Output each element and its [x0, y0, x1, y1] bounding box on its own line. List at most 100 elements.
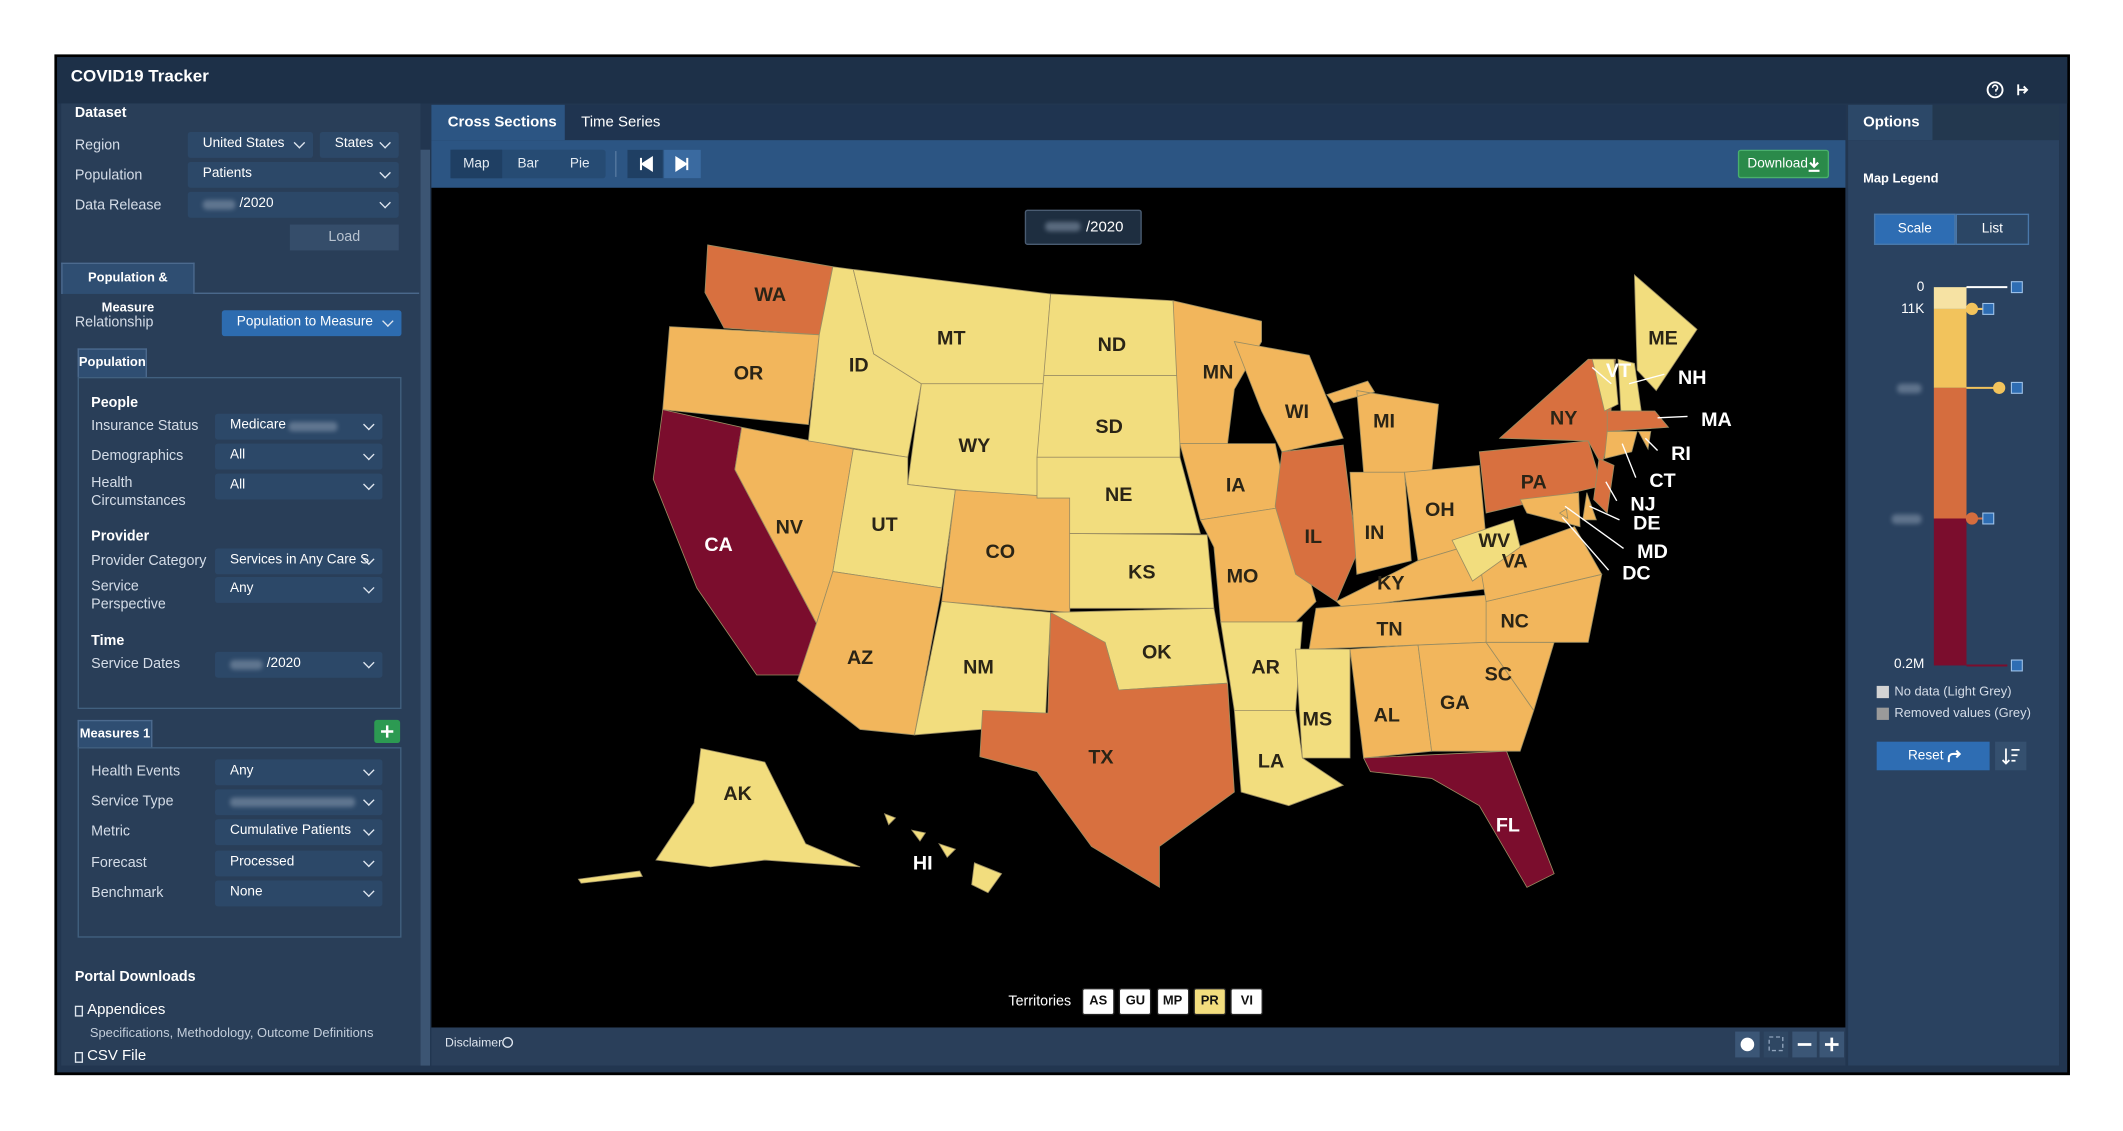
state[interactable] [1637, 430, 1652, 451]
state[interactable] [883, 813, 1003, 894]
legend-note: Removed values (Grey) [1894, 706, 2031, 722]
state[interactable] [1295, 648, 1351, 759]
field-label: Relationship [74, 314, 154, 331]
state-label: AZ [847, 647, 873, 669]
state-label: AK [723, 783, 752, 805]
select[interactable]: Processed [215, 850, 383, 877]
toggle-button[interactable]: Scale [1873, 213, 1956, 245]
state[interactable] [979, 611, 1235, 889]
center-tabs-bar [431, 104, 1846, 141]
select[interactable]: Cumulative Patients [215, 819, 383, 846]
field-label: Benchmark [91, 884, 164, 901]
view-button[interactable]: Map [450, 149, 503, 179]
state[interactable] [1349, 644, 1433, 759]
state[interactable] [1349, 471, 1412, 575]
control-icons[interactable] [1732, 1030, 1845, 1060]
center-tab[interactable]: Time Series [581, 114, 661, 131]
territory-button[interactable]: PR [1193, 988, 1227, 1016]
state[interactable] [1233, 709, 1345, 807]
section-title: Dataset [74, 104, 127, 122]
callout-line [1621, 443, 1637, 478]
state[interactable] [797, 571, 943, 736]
field-label: Data Release [74, 197, 162, 214]
select[interactable]: United States [187, 132, 314, 158]
info-icon[interactable] [502, 1037, 514, 1048]
field-label: Metric [91, 823, 131, 840]
add-measure-button[interactable] [374, 719, 401, 744]
load-button[interactable]: Load [289, 224, 399, 251]
territory-button[interactable]: VI [1230, 988, 1264, 1016]
state-label: WV [1478, 530, 1511, 552]
territory-button[interactable]: MP [1156, 988, 1189, 1016]
toggle-button[interactable]: List [1955, 213, 2030, 245]
download-link[interactable]: CSV File [87, 1047, 147, 1065]
select[interactable]: Any [215, 577, 383, 603]
state-label: DC [1622, 563, 1650, 585]
download-glyph [1808, 157, 1820, 172]
state[interactable] [1478, 526, 1603, 603]
map-controls[interactable] [1732, 1030, 1845, 1060]
nav-buttons[interactable] [627, 149, 701, 179]
state-label: ME [1648, 327, 1678, 349]
nav-icons[interactable] [627, 149, 701, 179]
tab-active [1848, 104, 1933, 141]
legend-checkbox[interactable] [1876, 685, 1889, 699]
blurred-legend-label [1897, 383, 1922, 394]
select[interactable]: Services in Any Care S [215, 548, 383, 575]
territory-button[interactable]: AS [1081, 988, 1115, 1016]
state-label: OK [1142, 642, 1172, 664]
select[interactable]: None [215, 880, 383, 907]
state[interactable] [1519, 492, 1581, 528]
reset-button[interactable]: Reset [1876, 741, 1990, 771]
state[interactable] [1558, 508, 1569, 520]
options-tab[interactable]: Options [1863, 114, 1920, 131]
territory-button[interactable]: GU [1119, 988, 1152, 1016]
app-title: COVID19 Tracker [70, 66, 209, 86]
tab[interactable]: Measures 1 [77, 719, 153, 749]
state-label: CO [985, 541, 1015, 563]
state-label: IL [1305, 526, 1323, 548]
select[interactable]: Any [215, 759, 383, 786]
scrollbar[interactable] [420, 149, 431, 1066]
legend-title: Map Legend [1863, 171, 1939, 187]
header-icons[interactable] [1986, 80, 2040, 99]
state-label: AL [1374, 704, 1400, 726]
state-label: CT [1649, 470, 1675, 492]
title-bar [57, 57, 2068, 104]
tab[interactable]: Population [77, 348, 147, 377]
state[interactable] [704, 244, 834, 336]
legend-checkbox[interactable] [1876, 707, 1889, 720]
state[interactable] [1451, 519, 1521, 582]
select[interactable]: Population to Measure [221, 310, 402, 337]
download-icon[interactable] [1807, 155, 1821, 172]
state[interactable] [662, 326, 820, 426]
state-label: MT [937, 327, 965, 349]
callout-line [1644, 437, 1659, 451]
select[interactable]: All [215, 443, 383, 470]
view-button[interactable]: Bar [517, 156, 539, 172]
select[interactable]: All [215, 473, 383, 500]
state[interactable] [1233, 341, 1344, 453]
state[interactable] [1362, 750, 1555, 888]
legend-scale [1905, 272, 2041, 680]
state[interactable] [577, 748, 861, 884]
state-label: MN [1203, 361, 1234, 383]
sort-button[interactable] [1995, 741, 2027, 771]
disclaimer[interactable]: Disclaimer [445, 1035, 503, 1050]
select[interactable]: States [319, 132, 399, 158]
select[interactable]: Patients [187, 161, 399, 188]
state[interactable] [1606, 410, 1670, 432]
state[interactable] [1604, 430, 1638, 460]
state[interactable] [1593, 458, 1615, 514]
download-link[interactable]: Appendices [87, 1001, 166, 1018]
state-label: WI [1285, 401, 1309, 423]
center-tab[interactable]: Cross Sections [447, 114, 557, 131]
state[interactable] [1634, 273, 1698, 392]
view-button[interactable]: Pie [569, 156, 590, 172]
state-label: TX [1088, 746, 1113, 768]
state-label: UT [871, 514, 897, 536]
tab[interactable]: Population & Measure [61, 262, 195, 316]
link-note: Specifications, Methodology, Outcome Def… [89, 1026, 374, 1042]
